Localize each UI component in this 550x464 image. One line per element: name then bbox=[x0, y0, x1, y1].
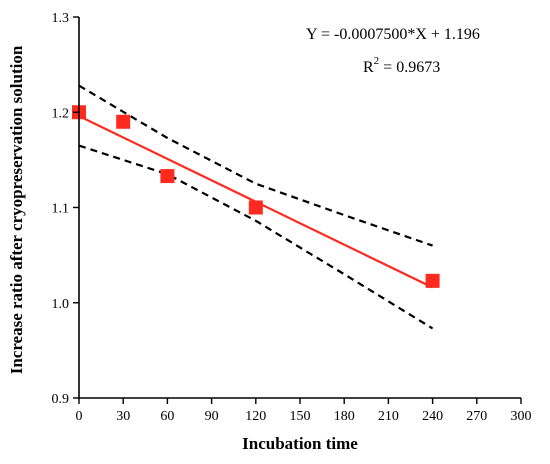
x-tick-label: 150 bbox=[290, 409, 311, 424]
r-squared-label: R2 = 0.9673 bbox=[363, 55, 440, 76]
data-point bbox=[248, 200, 263, 215]
data-point bbox=[116, 114, 131, 129]
y-tick-label: 1.0 bbox=[52, 297, 70, 312]
x-tick-label: 90 bbox=[205, 409, 219, 424]
x-tick-label: 240 bbox=[422, 409, 443, 424]
confidence-band bbox=[78, 84, 434, 330]
x-tick-label: 270 bbox=[466, 409, 487, 424]
data-point bbox=[425, 273, 440, 288]
data-points bbox=[72, 105, 440, 288]
axes bbox=[73, 16, 522, 404]
x-tick-label: 210 bbox=[378, 409, 399, 424]
regression-equation: Y = -0.0007500*X + 1.196 bbox=[306, 26, 480, 43]
y-tick-label: 0.9 bbox=[52, 392, 70, 407]
x-tick-label: 120 bbox=[245, 409, 266, 424]
x-tick-label: 300 bbox=[511, 409, 532, 424]
r-squared-value: = 0.9673 bbox=[379, 59, 440, 76]
tick-labels: 0 30 60 90 120 150 180 210 240 270 300 0.9 1.0 1.1 1.2… bbox=[52, 11, 532, 424]
y-axis-title: Increase ratio after cryopreservation so… bbox=[7, 45, 26, 374]
x-tick-label: 0 bbox=[76, 409, 83, 424]
x-tick-label: 30 bbox=[116, 409, 130, 424]
x-axis-title: Incubation time bbox=[242, 434, 358, 453]
y-tick-label: 1.2 bbox=[52, 106, 70, 121]
y-tick-label: 1.3 bbox=[52, 11, 70, 26]
r-squared-superscript: 2 bbox=[374, 55, 380, 67]
lower-confidence-band bbox=[78, 144, 434, 330]
y-tick-label: 1.1 bbox=[52, 202, 70, 217]
x-tick-label: 180 bbox=[334, 409, 355, 424]
data-point bbox=[160, 169, 175, 184]
r-squared-r: R bbox=[363, 59, 374, 76]
x-tick-label: 60 bbox=[160, 409, 174, 424]
upper-confidence-band bbox=[78, 84, 433, 247]
